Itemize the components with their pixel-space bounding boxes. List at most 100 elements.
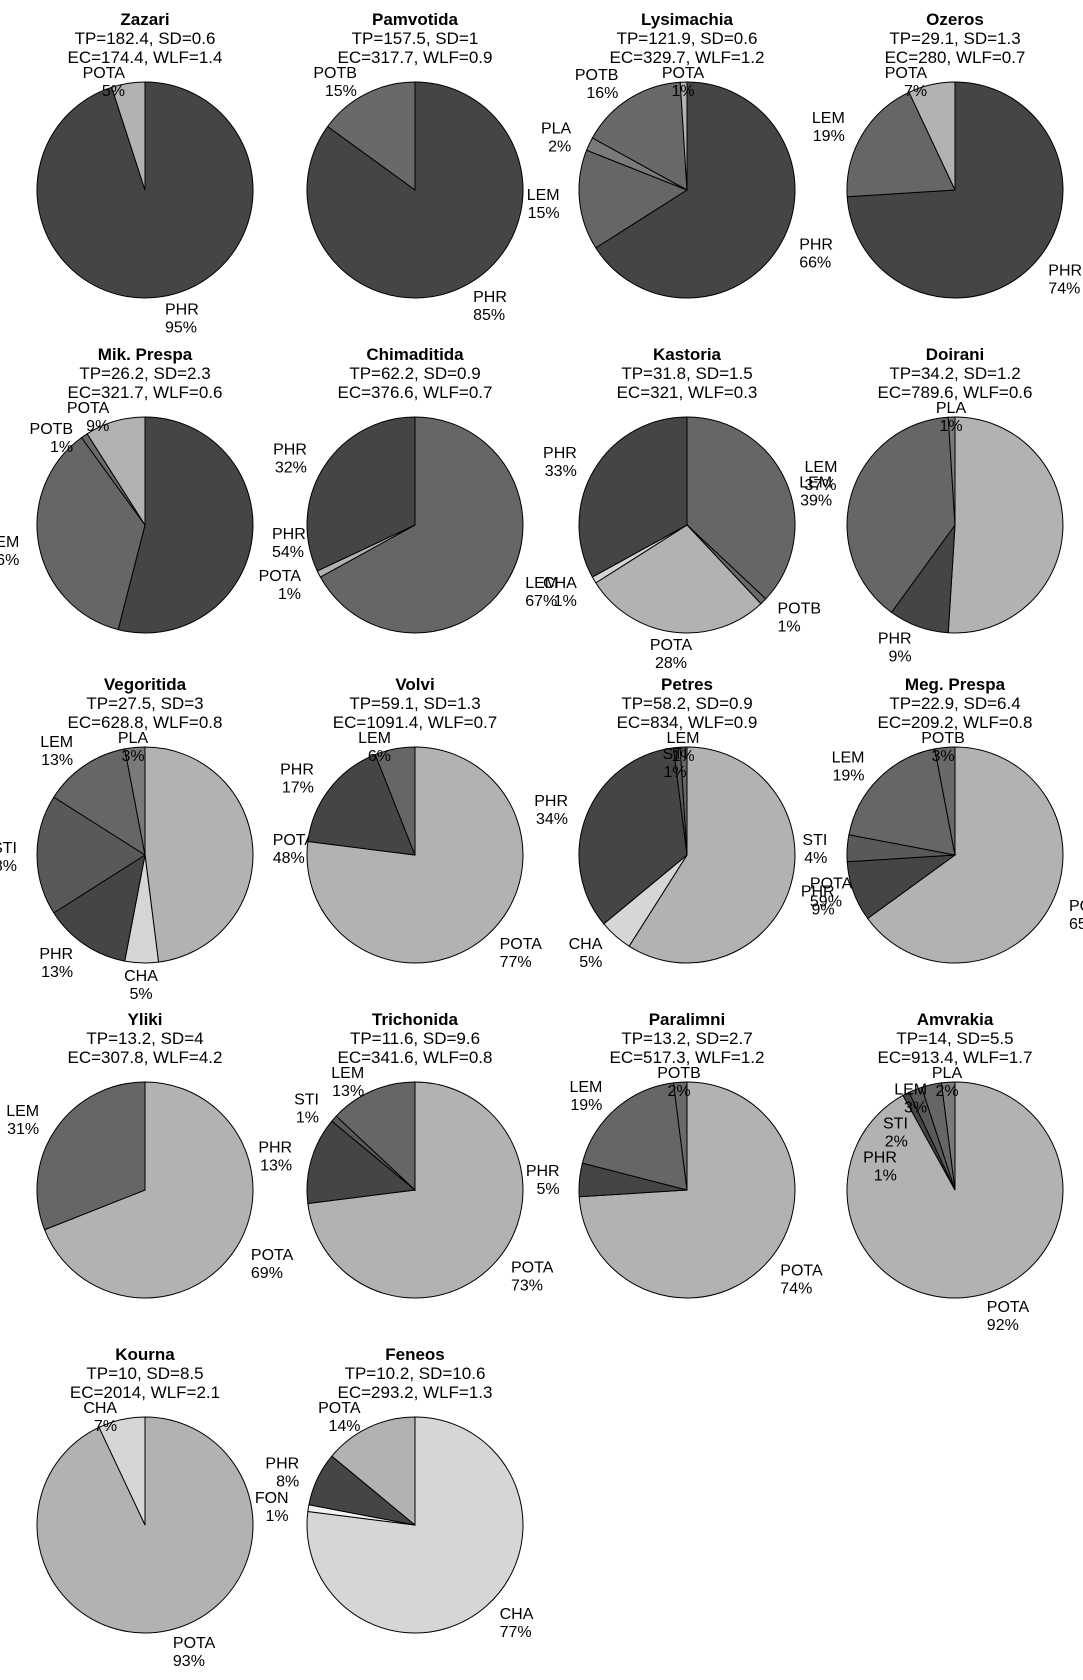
pie-value-sti: 1% bbox=[663, 764, 686, 781]
pie-value-cha: 7% bbox=[94, 1418, 117, 1435]
pie-slice-pota bbox=[145, 747, 253, 962]
pie-label-lem: LEM bbox=[799, 474, 832, 491]
pie-label-lem: LEM bbox=[812, 110, 845, 127]
pie-value-phr: 17% bbox=[282, 780, 314, 797]
pie-label-lem: LEM bbox=[40, 734, 73, 751]
pie-label-sti: STI bbox=[663, 746, 688, 763]
pie-value-phr: 74% bbox=[1048, 281, 1080, 298]
pie-value-lem: 13% bbox=[41, 752, 73, 769]
pie-value-sti: 1% bbox=[296, 1110, 319, 1127]
pie-label-lem: LEM bbox=[358, 730, 391, 747]
pie-label-phr: PHR bbox=[39, 946, 73, 963]
pie-label-lem: LEM bbox=[0, 534, 19, 551]
pie-label-pota: POTA bbox=[780, 1263, 823, 1280]
pie-label-lem: LEM bbox=[832, 750, 865, 767]
pie-value-lem: 13% bbox=[332, 1083, 364, 1100]
pie-value-lem: 3% bbox=[904, 1099, 927, 1116]
pie-label-phr: PHR bbox=[280, 762, 314, 779]
pie-label-pota: POTA bbox=[987, 1299, 1030, 1316]
pie-value-cha: 77% bbox=[500, 1624, 532, 1641]
pie-value-potb: 2% bbox=[667, 1083, 690, 1100]
pie-label-pota: POTA bbox=[511, 1260, 554, 1277]
pie-value-phr: 33% bbox=[545, 463, 577, 480]
pie-value-phr: 8% bbox=[276, 1474, 299, 1491]
pie-label-pla: PLA bbox=[932, 1065, 963, 1082]
pie-label-potb: POTB bbox=[30, 421, 74, 438]
pie-label-pota: POTA bbox=[500, 936, 543, 953]
pie-label-cha: CHA bbox=[500, 1606, 534, 1623]
pie-label-potb: POTB bbox=[575, 67, 619, 84]
pie-label-phr: PHR bbox=[801, 883, 835, 900]
pie-label-pla: PLA bbox=[541, 121, 572, 138]
pie-value-lem: 19% bbox=[832, 768, 864, 785]
pie-label-phr: PHR bbox=[1048, 263, 1082, 280]
pie-value-pota: 69% bbox=[251, 1265, 283, 1282]
pie-value-lem: 19% bbox=[813, 128, 845, 145]
pie-label-phr: PHR bbox=[543, 445, 577, 462]
pie-label-sti: STI bbox=[0, 840, 17, 857]
pie-value-sti: 18% bbox=[0, 858, 17, 875]
pie-label-phr: PHR bbox=[265, 1456, 299, 1473]
pie-label-phr: PHR bbox=[165, 301, 199, 318]
pie-label-potb: POTB bbox=[778, 601, 822, 618]
pie-label-pota: POTA bbox=[1069, 898, 1083, 915]
pie-value-phr: 13% bbox=[260, 1157, 292, 1174]
pie-label-phr: PHR bbox=[534, 793, 568, 810]
pie-label-cha: CHA bbox=[124, 968, 158, 985]
pie-value-pota: 74% bbox=[780, 1281, 812, 1298]
pie-label-lem: LEM bbox=[569, 1079, 602, 1096]
pie-label-pla: PLA bbox=[118, 730, 149, 747]
pie-label-pota: POTA bbox=[650, 637, 693, 654]
pie-value-cha: 1% bbox=[554, 593, 577, 610]
pie-value-pota: 1% bbox=[671, 83, 694, 100]
pie-value-pota: 65% bbox=[1069, 916, 1083, 933]
pie-value-pla: 2% bbox=[935, 1083, 958, 1100]
pie-value-pota: 9% bbox=[86, 418, 109, 435]
pie-label-phr: PHR bbox=[526, 1163, 560, 1180]
pie-value-potb: 16% bbox=[586, 85, 618, 102]
pie-value-potb: 3% bbox=[931, 748, 954, 765]
pie-label-pota: POTA bbox=[173, 1635, 216, 1652]
pie-label-pla: PLA bbox=[936, 400, 967, 417]
pie-value-lem: 39% bbox=[800, 492, 832, 509]
pie-slice-pota bbox=[948, 417, 1063, 633]
pie-value-pota: 92% bbox=[987, 1317, 1019, 1334]
pie-value-lem: 6% bbox=[368, 748, 391, 765]
pie-value-lem: 15% bbox=[528, 205, 560, 222]
pie-label-pota: POTA bbox=[318, 1400, 361, 1417]
pie-value-phr: 85% bbox=[473, 307, 505, 324]
pie-value-lem: 31% bbox=[7, 1121, 39, 1138]
pie-value-phr: 9% bbox=[888, 648, 911, 665]
pie-value-phr: 1% bbox=[874, 1167, 897, 1184]
pie-label-phr: PHR bbox=[258, 1139, 292, 1156]
pie-value-potb: 1% bbox=[50, 439, 73, 456]
pie-value-phr: 5% bbox=[536, 1181, 559, 1198]
pie-value-cha: 5% bbox=[579, 954, 602, 971]
pie-value-pota: 14% bbox=[328, 1418, 360, 1435]
pie-label-cha: CHA bbox=[543, 575, 577, 592]
pie-value-pota: 28% bbox=[655, 655, 687, 672]
